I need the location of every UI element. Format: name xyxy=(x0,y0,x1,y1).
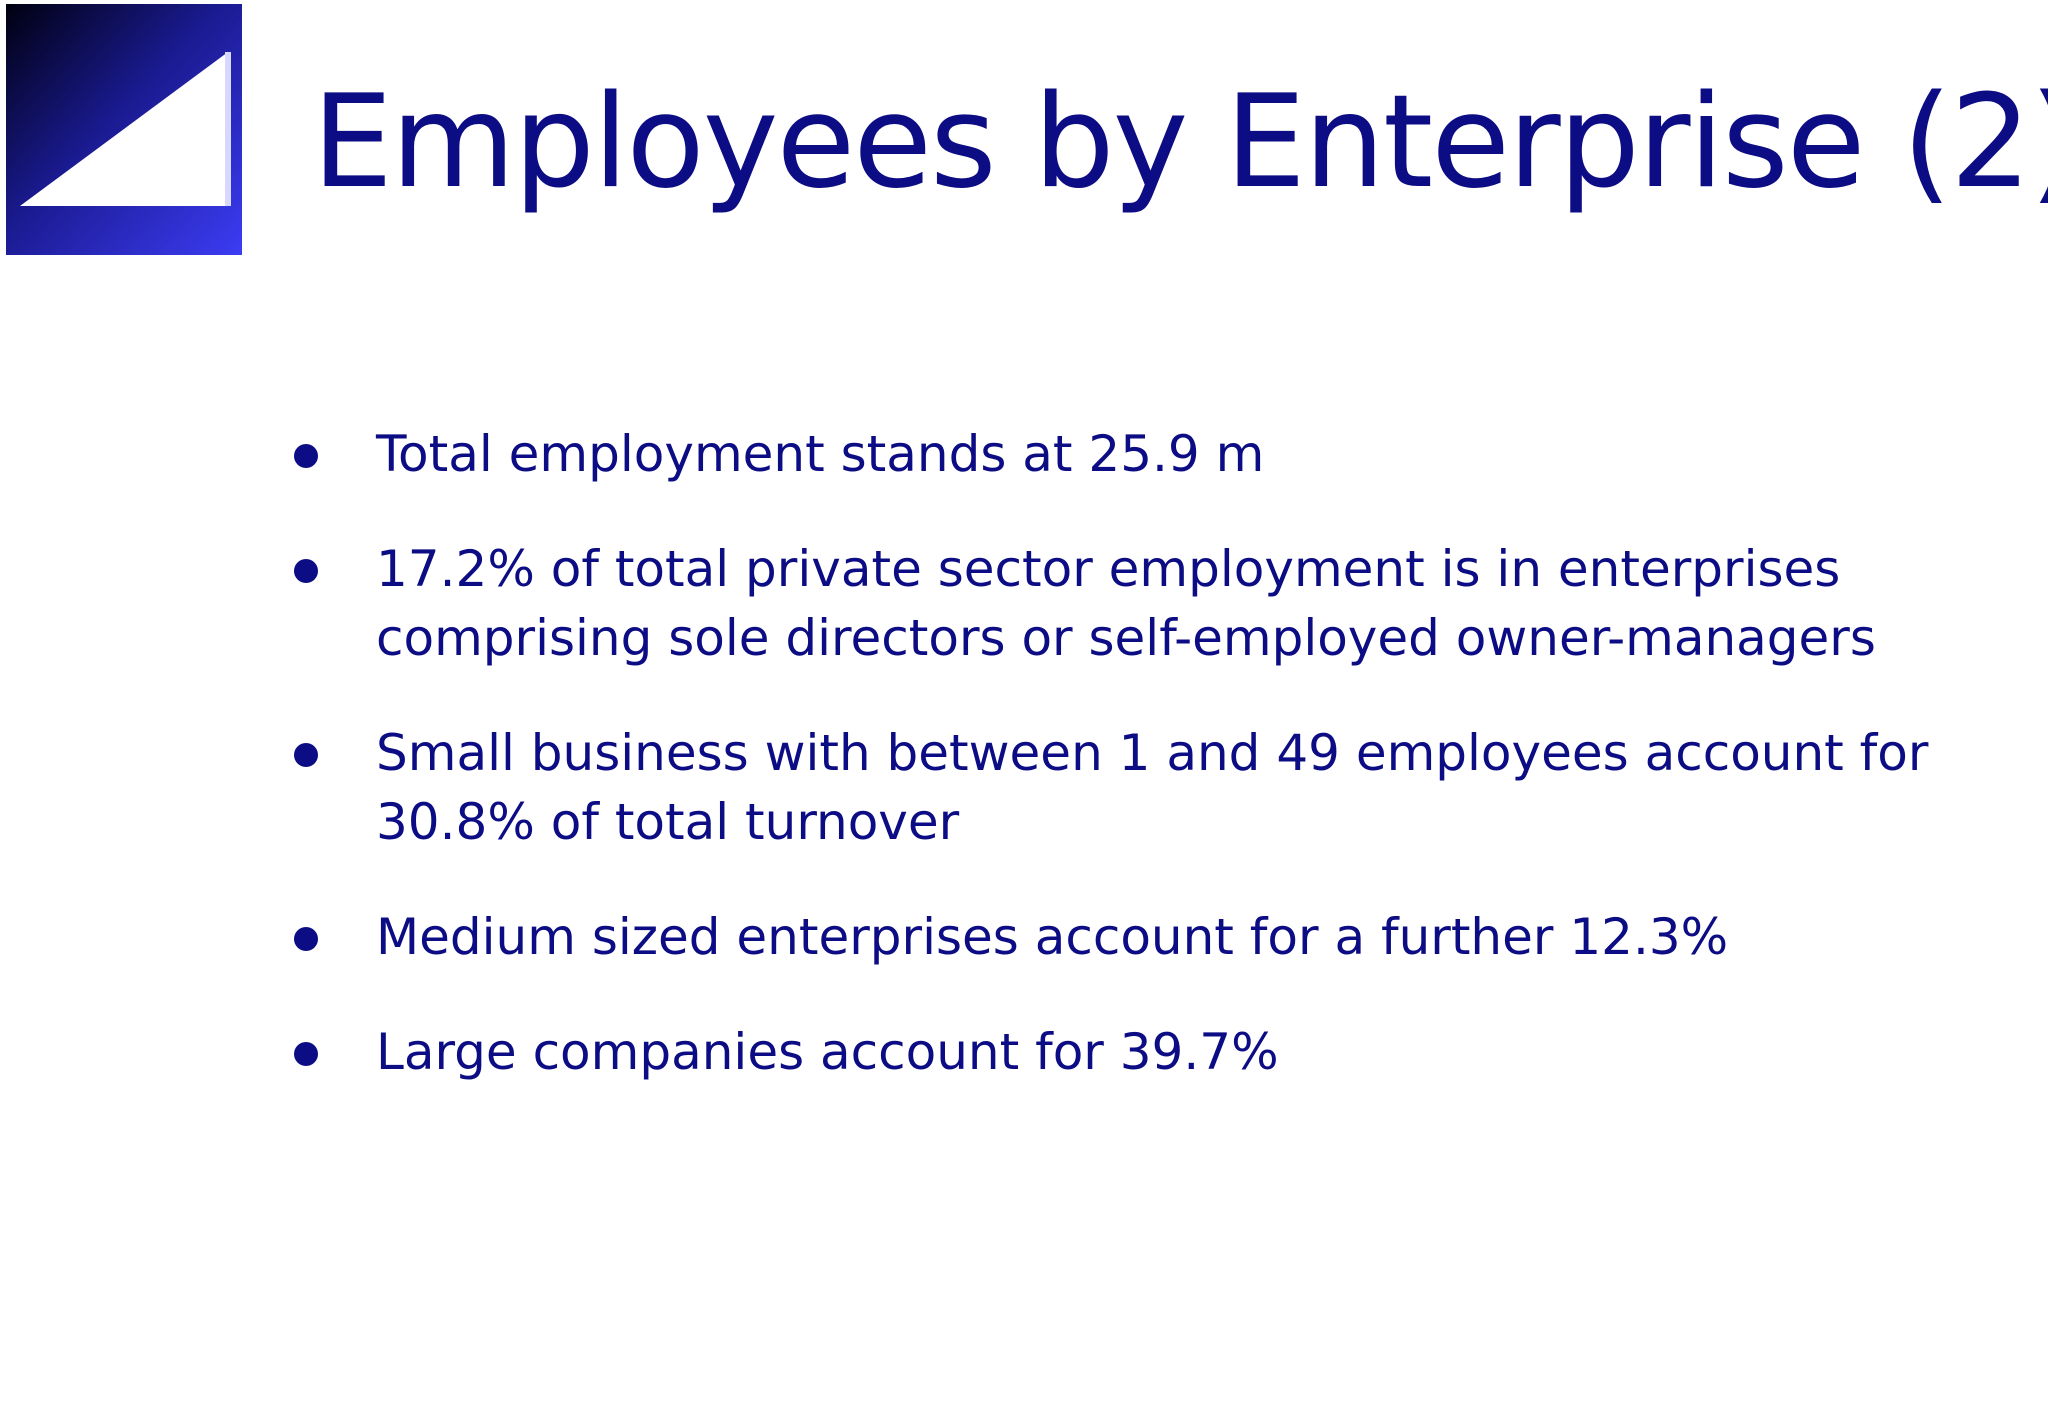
bullet-item: Medium sized enterprises account for a f… xyxy=(290,903,1990,972)
bullet-item: 17.2% of total private sector employment… xyxy=(290,535,1990,673)
bullet-dot xyxy=(294,743,318,767)
slide-title: Employees by Enterprise (2) xyxy=(312,68,2048,217)
bullet-dot xyxy=(294,559,318,583)
bullet-dot xyxy=(294,444,318,468)
bullet-dot xyxy=(294,927,318,951)
bullet-item: Large companies account for 39.7% xyxy=(290,1018,1990,1087)
bullet-text: 17.2% of total private sector employment… xyxy=(376,540,1841,598)
bullet-dot xyxy=(294,1042,318,1066)
bullet-text: Total employment stands at 25.9 m xyxy=(376,425,1265,483)
bullet-text: Medium sized enterprises account for a f… xyxy=(376,908,1729,966)
bullet-text: 30.8% of total turnover xyxy=(376,793,960,851)
bullet-list: Total employment stands at 25.9 m 17.2% o… xyxy=(290,420,1990,1133)
logo xyxy=(6,4,242,255)
bullet-item: Total employment stands at 25.9 m xyxy=(290,420,1990,489)
bullet-text: Large companies account for 39.7% xyxy=(376,1023,1279,1081)
bullet-text: comprising sole directors or self-employ… xyxy=(376,609,1876,667)
bullet-item: Small business with between 1 and 49 emp… xyxy=(290,719,1990,857)
bullet-text: Small business with between 1 and 49 emp… xyxy=(376,724,1929,782)
